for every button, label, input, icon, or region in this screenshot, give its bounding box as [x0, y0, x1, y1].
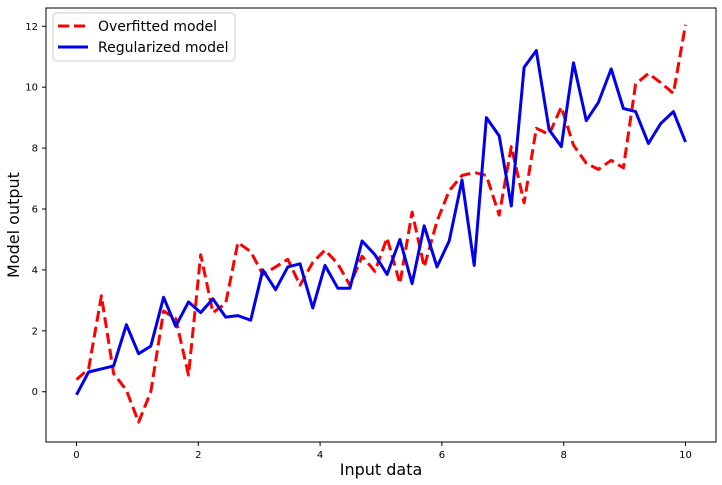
series-line-regularized	[75, 49, 687, 396]
y-tick-label: 6	[32, 205, 38, 216]
x-axis-label: Input data	[340, 460, 423, 479]
x-tick-label: 10	[679, 450, 692, 461]
x-tick-label: 4	[317, 450, 323, 461]
y-axis-ticks: 0 2 4 6 8 10 12	[25, 22, 46, 398]
legend-box	[52, 12, 236, 62]
y-tick-label: 4	[32, 265, 38, 276]
x-tick-label: 8	[561, 450, 567, 461]
axes-frame	[45, 7, 717, 443]
x-tick-label: 0	[73, 450, 79, 461]
legend: Overfitted model Regularized model	[52, 12, 236, 62]
legend-label: Regularized model	[98, 40, 228, 56]
x-tick-label: 6	[439, 450, 445, 461]
y-tick-label: 10	[25, 83, 38, 94]
y-axis-label: Model output	[4, 172, 23, 278]
x-tick-label: 2	[195, 450, 201, 461]
y-tick-label: 12	[25, 22, 38, 33]
y-tick-label: 8	[32, 144, 38, 155]
y-tick-label: 2	[32, 326, 38, 337]
x-axis-ticks: 0 2 4 6 8 10	[73, 442, 692, 461]
legend-label: Overfitted model	[98, 19, 217, 35]
series-line-overfitted	[75, 24, 687, 424]
series-lines	[75, 24, 687, 424]
y-tick-label: 0	[32, 387, 38, 398]
